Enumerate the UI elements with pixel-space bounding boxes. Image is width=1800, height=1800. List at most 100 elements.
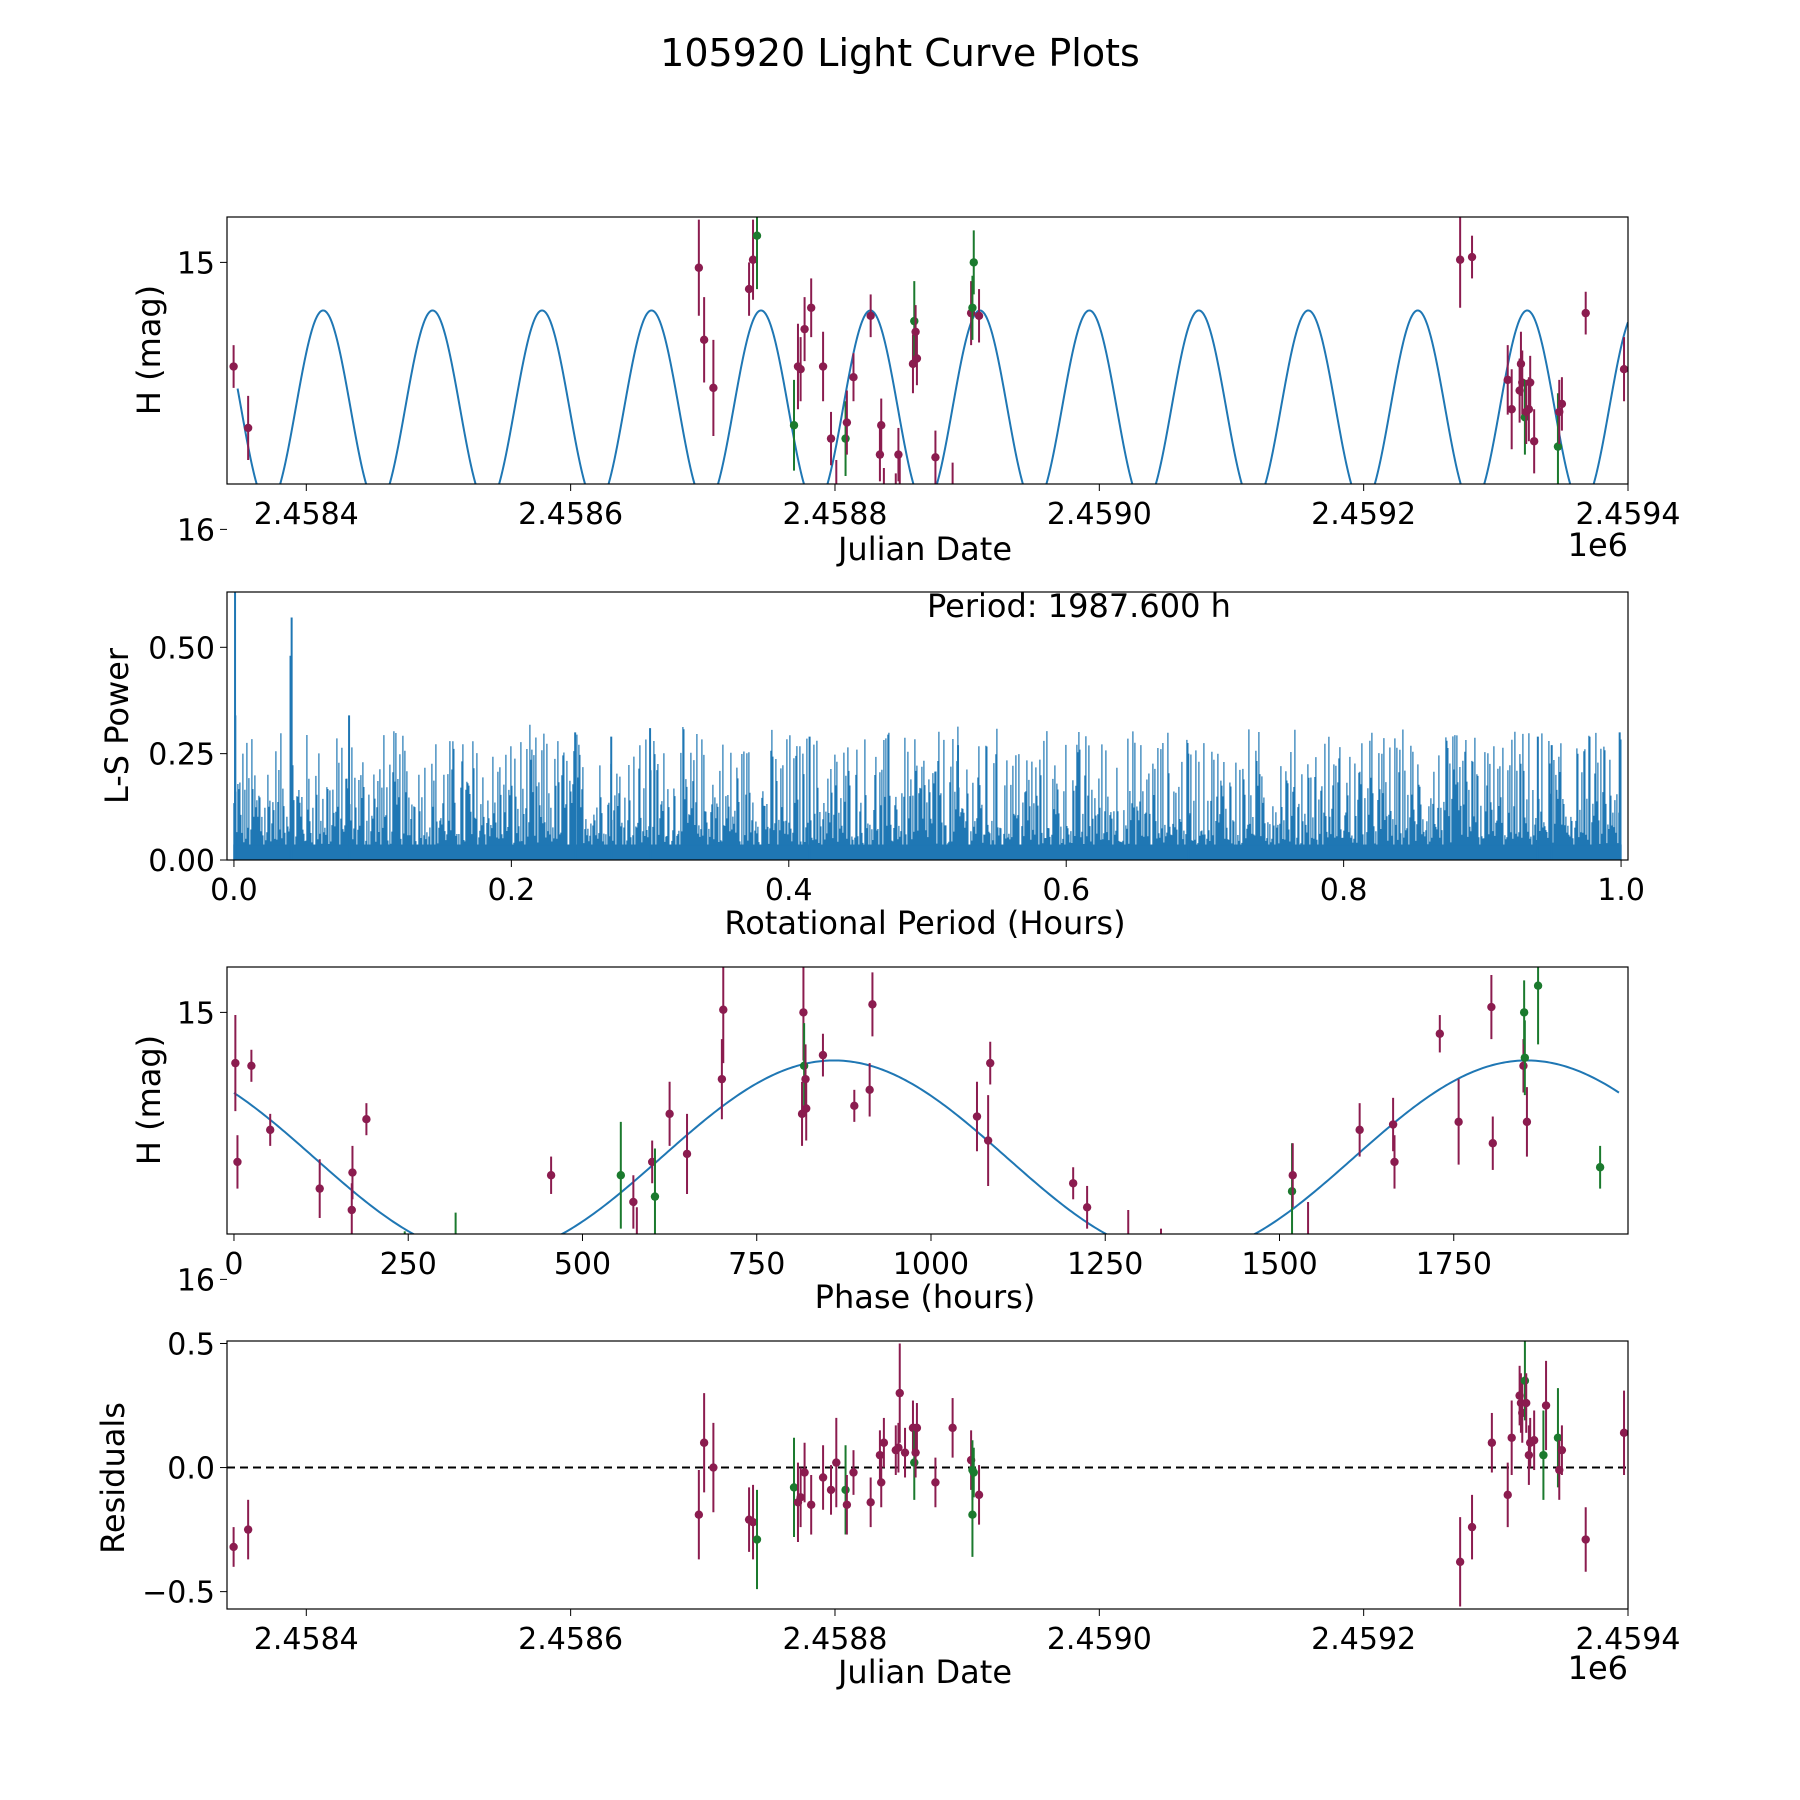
phased-point [247,1061,256,1070]
phased-point [983,1136,993,1145]
periodogram-marks [233,592,1622,860]
lightcurve-point [892,501,900,509]
lightcurve-point [826,434,836,443]
lightcurve-point [229,362,238,371]
phased-point [1533,981,1543,990]
panel-phased: 0 250 500 750 1000 1250 1500 1750 16 15 Phase (ho… [130,966,1629,1326]
lightcurve-xlabel: Julian Date [836,530,1012,568]
residuals-point [911,1448,920,1457]
phased-point [1355,1125,1364,1135]
lightcurve-point [866,311,875,320]
phased-point [362,1114,371,1124]
lightcurve-point [968,303,977,312]
lightcurve-point [699,335,709,345]
phased-point [451,1254,459,1262]
panel-lightcurve: 2.4584 2.4586 2.4588 2.4590 2.4592 2.4594 16 15… [130,216,1680,568]
phased-point [484,1318,492,1326]
residuals-point [1619,1428,1628,1438]
phased-point [719,1005,728,1014]
periodogram-xtick-label: 0.4 [765,873,813,908]
phased-point [1519,1061,1528,1070]
residuals-point [968,1510,977,1519]
lightcurve-point [948,490,956,498]
lightcurve-xtick-label: 2.4592 [1311,497,1416,532]
residuals-point [1553,1433,1563,1442]
residuals-xtick-label: 2.4588 [782,1622,887,1657]
residuals-point [877,1478,886,1487]
lightcurve-point [243,423,253,433]
lightcurve-point [1539,509,1547,517]
phased-point [986,1058,995,1068]
residuals-point [229,1542,238,1552]
residuals-point [694,1510,704,1519]
lightcurve-ytick-label: 15 [177,246,215,281]
periodogram-xlabel: Rotational Period (Hours) [724,904,1125,942]
lightcurve-point [1581,308,1590,318]
periodogram-xtick-label: 0.2 [488,873,536,908]
lightcurve-point [894,450,903,459]
residuals-point [789,1483,799,1492]
lightcurve-point [911,327,920,337]
lightcurve-point [912,354,922,363]
lightcurve-xtick-label: 2.4584 [254,497,359,532]
periodogram-line [233,592,1622,860]
lightcurve-point [1557,399,1567,409]
lightcurve-point [1619,364,1628,374]
phased-point [1520,1053,1530,1062]
phased-point [266,1125,275,1135]
panel-periodogram: 0.0 0.2 0.4 0.6 0.8 1.0 0.00 0.25 0.50 Period: 1… [98,587,1645,942]
residuals-point [818,1473,828,1482]
phased-point [802,1104,811,1113]
phased-marks [231,967,1620,1326]
residuals-point [974,1490,984,1500]
periodogram-floor [233,844,1622,860]
periodogram-ytick-label: 0.00 [148,844,215,879]
residuals-ticks: 2.4584 2.4586 2.4588 2.4590 2.4592 2.4594 0.5 0… [142,1327,1680,1657]
phased-point [629,1197,638,1207]
phased-xtick-label: 1250 [1067,1247,1143,1282]
phased-xlabel: Phase (hours) [815,1278,1036,1316]
residuals-point [1467,1522,1477,1532]
lightcurve-point [842,418,852,427]
lightcurve-point [1503,375,1512,385]
residuals-xtick-label: 2.4592 [1311,1622,1416,1657]
phased-point [1068,1179,1078,1188]
lightcurve-point [875,450,885,459]
phased-xtick-label: 750 [728,1247,785,1282]
phased-point [1390,1157,1399,1167]
residuals-ytick-label: 0.5 [167,1327,215,1362]
phased-point [682,1149,692,1159]
residuals-point [894,1443,903,1452]
lightcurve-point [1488,528,1496,536]
lightcurve-point [974,311,984,320]
phased-point [616,1171,626,1180]
lightcurve-point [841,434,850,443]
phased-point [1288,1171,1297,1180]
phased-point [1488,1139,1497,1148]
residuals-ytick-label: 0.0 [167,1452,215,1487]
phased-xtick-label: 1500 [1241,1247,1317,1282]
residuals-point [841,1485,850,1495]
residuals-marks [227,1341,1628,1607]
lightcurve-point [796,364,805,374]
lightcurve-point [931,453,940,462]
residuals-point [1529,1436,1539,1445]
residuals-axes-frame [226,1340,1629,1610]
residuals-x-offset: 1e6 [1568,1649,1628,1687]
phased-point [1595,1163,1605,1172]
phased-point [347,1205,356,1215]
lightcurve-point [896,507,904,515]
residuals-point [875,1450,885,1460]
residuals-point [895,1388,904,1398]
phased-model-line [233,1059,1620,1234]
residuals-point [832,1458,841,1467]
lightcurve-point [748,255,758,264]
residuals-point [1507,1433,1516,1442]
residuals-point [709,1463,718,1472]
periodogram-ticks: 0.0 0.2 0.4 0.6 0.8 1.0 0.00 0.25 0.50 [148,631,1645,908]
phased-point [233,1157,242,1167]
lightcurve-xtick-label: 2.4588 [782,497,887,532]
lightcurve-point [1455,255,1465,264]
lightcurve-marks [229,217,1628,536]
